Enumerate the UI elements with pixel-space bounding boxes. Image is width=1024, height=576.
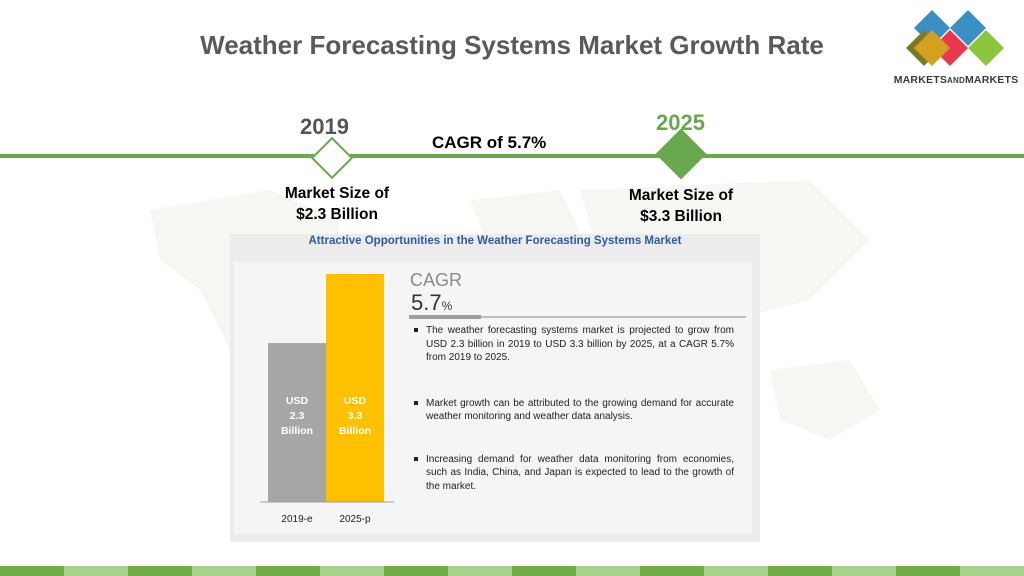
end-market-size-line1: Market Size of xyxy=(628,187,734,204)
x-tick-label: 2025-p xyxy=(339,514,371,525)
cagr-box-value: 5.7% xyxy=(411,290,452,316)
timeline-start-year: 2019 xyxy=(300,114,349,139)
footer-segment xyxy=(832,566,896,576)
footer-segment xyxy=(704,566,768,576)
footer-segment xyxy=(960,566,1024,576)
footer-segment xyxy=(768,566,832,576)
bar-data-label: Billion xyxy=(339,425,371,437)
footer-segment xyxy=(576,566,640,576)
cagr-value-number: 5.7 xyxy=(411,290,442,315)
footer-segment xyxy=(896,566,960,576)
markets-and-markets-logo: MARKETSANDMARKETS xyxy=(888,6,1024,90)
panel-content: USD 2.3 Billion 2019-e USD 3.3 Billion 2025-p C… xyxy=(234,262,752,534)
footer-segment xyxy=(64,566,128,576)
start-market-size: Market Size of $2.3 Billion xyxy=(262,183,412,225)
bar-data-label: USD xyxy=(344,395,367,407)
bar-2019-e xyxy=(268,343,326,502)
panel-title: Attractive Opportunities in the Weather … xyxy=(308,235,682,247)
x-tick-label: 2019-e xyxy=(281,514,313,525)
timeline-line xyxy=(0,154,1024,158)
cagr-value-unit: % xyxy=(441,299,453,313)
footer-segment xyxy=(384,566,448,576)
logo-text-and: AND xyxy=(947,76,965,85)
footer-segment xyxy=(128,566,192,576)
footer-segment xyxy=(448,566,512,576)
footer-segment xyxy=(512,566,576,576)
bar-data-label: USD xyxy=(286,395,309,407)
footer-segment xyxy=(256,566,320,576)
cagr-divider-accent xyxy=(409,315,481,319)
market-bar-chart: USD 2.3 Billion 2019-e USD 3.3 Billion 2025-p xyxy=(260,274,394,525)
bullet-item: Market growth can be attributed to the g… xyxy=(414,397,734,424)
timeline-cagr-label: CAGR of 5.7% xyxy=(432,133,547,152)
bar-data-label: 3.3 xyxy=(348,410,363,422)
logo-text: MARKETSANDMARKETS xyxy=(888,74,1024,86)
bullet-item: The weather forecasting systems market i… xyxy=(414,324,734,365)
end-market-size: Market Size of $3.3 Billion xyxy=(606,185,756,227)
footer-segment xyxy=(640,566,704,576)
cagr-box-label: CAGR xyxy=(410,270,463,290)
footer-segment xyxy=(0,566,64,576)
logo-diamonds-icon xyxy=(906,10,1004,66)
bar-data-label: 2.3 xyxy=(290,410,305,422)
bullet-item: Increasing demand for weather data monit… xyxy=(414,453,734,494)
footer-segment xyxy=(320,566,384,576)
start-market-size-line1: Market Size of xyxy=(284,185,390,202)
bar-data-label: Billion xyxy=(281,425,313,437)
opportunities-panel: Attractive Opportunities in the Weather … xyxy=(230,234,760,542)
bar-2025-p xyxy=(326,274,384,502)
logo-text-part-2: MARKETS xyxy=(964,74,1019,86)
logo-text-part-1: MARKETS xyxy=(893,74,948,86)
bullet-list: The weather forecasting systems market i… xyxy=(414,324,734,521)
cagr-divider xyxy=(409,316,746,318)
footer-segment xyxy=(192,566,256,576)
end-market-size-line2: $3.3 Billion xyxy=(640,208,722,225)
start-market-size-line2: $2.3 Billion xyxy=(296,206,378,223)
footer-stripe xyxy=(0,566,1024,576)
page-title: Weather Forecasting Systems Market Growt… xyxy=(200,30,824,60)
